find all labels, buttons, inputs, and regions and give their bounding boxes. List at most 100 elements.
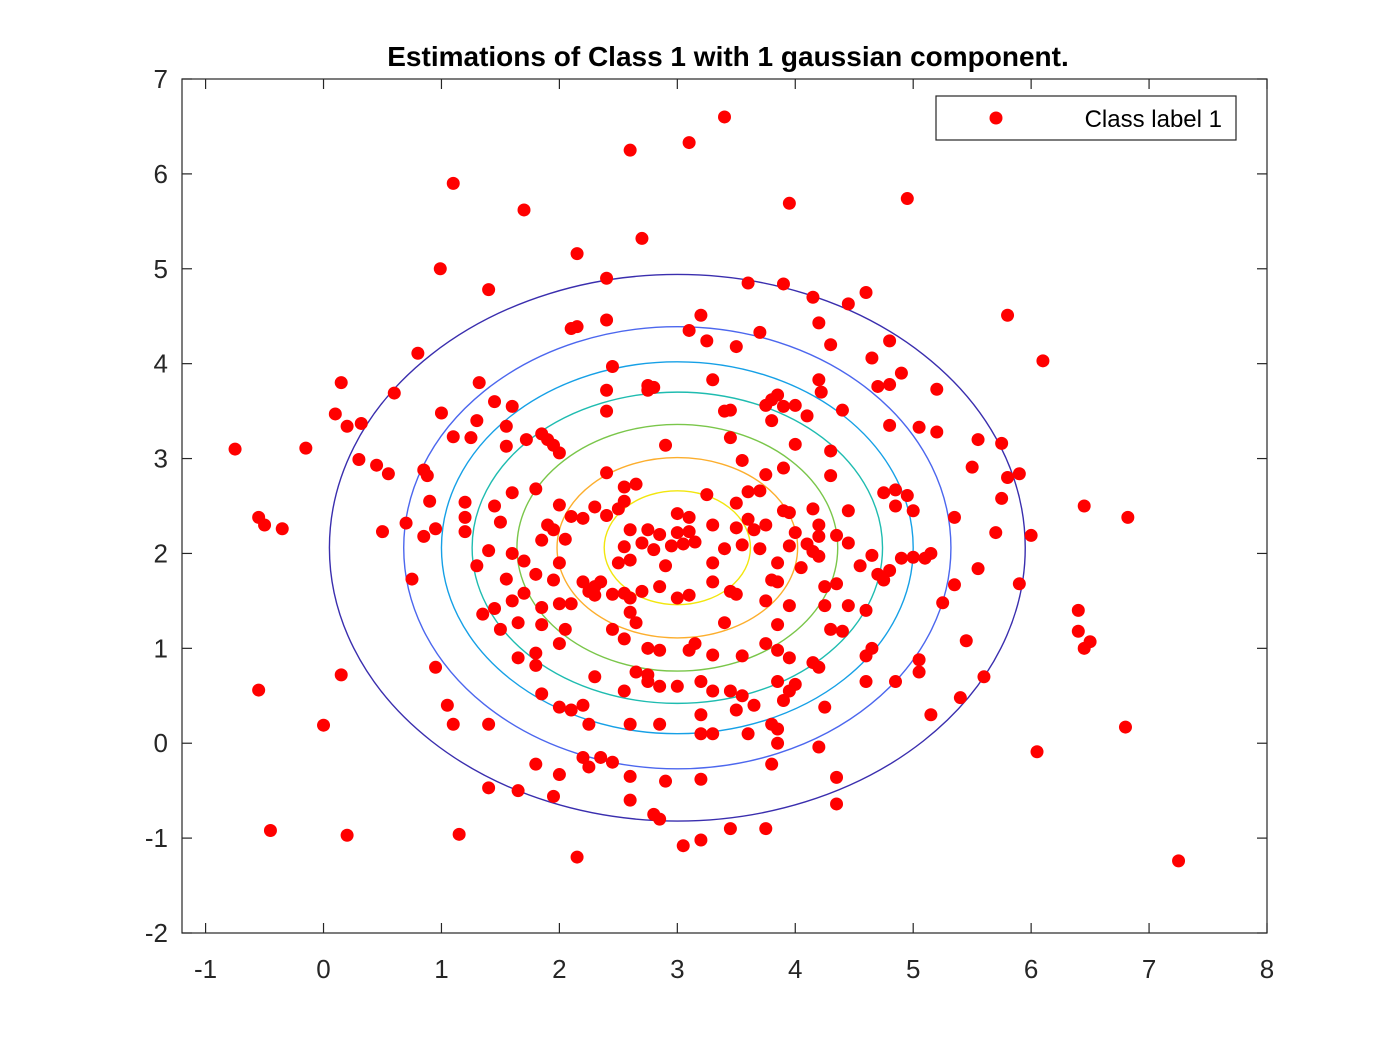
data-point [623,143,637,157]
data-point [1118,720,1132,734]
data-point [682,136,696,150]
data-point [258,518,272,532]
data-point [877,573,891,587]
data-point [971,433,985,447]
data-point [706,518,720,532]
data-point [552,637,566,651]
data-point [600,313,614,327]
data-point [546,523,560,537]
data-point [458,525,472,539]
data-point [794,561,808,575]
data-point [623,717,637,731]
data-point [517,203,531,217]
data-point [718,542,731,556]
data-point [776,277,790,291]
data-point [1077,499,1091,513]
data-point [505,594,519,608]
data-point [499,419,513,433]
data-point [959,634,973,648]
data-point [747,523,761,537]
data-point [859,286,873,299]
data-point [659,438,673,452]
data-point [735,453,749,467]
data-point [771,675,785,689]
data-point [488,395,502,409]
x-tick-label: 5 [906,954,920,984]
data-point [664,539,678,553]
data-point [759,468,773,482]
y-tick-label: 6 [154,159,168,189]
data-point [824,338,838,352]
data-point [759,398,773,412]
data-point [694,708,708,722]
data-point [900,192,914,206]
data-point [635,584,649,598]
x-axis: -1 0 1 2 3 4 5 6 7 8 [194,79,1274,984]
data-point [476,607,490,621]
data-point [605,755,619,769]
data-point [600,271,614,285]
y-tick-label: 5 [154,254,168,284]
data-point [617,684,631,698]
data-point [782,539,796,553]
y-tick-label: 7 [154,64,168,94]
data-point [883,334,897,348]
data-point [617,540,631,554]
data-point [1172,854,1186,868]
data-point [499,572,513,586]
data-point [446,176,460,190]
data-point [317,718,331,732]
data-point [765,414,779,428]
data-point [446,430,460,444]
data-point [924,708,938,722]
data-point [370,458,384,472]
data-point [706,373,720,387]
data-point [782,599,796,613]
data-point [470,559,484,573]
data-point [824,444,838,458]
data-point [653,717,667,731]
data-point [535,618,549,632]
data-point [706,727,720,741]
gaussian-contours [328,273,1026,822]
data-point [818,599,832,613]
data-point [776,399,790,413]
data-point [529,757,543,771]
data-point [788,677,802,691]
data-point [723,684,737,698]
data-point [617,632,631,646]
data-point [594,750,608,764]
data-point [782,196,796,210]
data-point [971,562,985,576]
data-point [688,535,702,549]
data-point [753,542,767,556]
data-point [889,499,903,513]
data-point [511,616,525,630]
data-point [458,495,472,509]
data-point [552,768,566,782]
data-point [930,382,944,396]
data-point [771,556,785,570]
data-point [806,502,820,516]
data-point [947,578,961,592]
data-point [493,515,507,529]
data-point [841,504,855,518]
data-point [706,575,720,589]
data-point [611,556,625,570]
data-point [694,772,708,786]
x-tick-label: 7 [1142,954,1156,984]
data-point [623,553,637,567]
data-point [771,722,785,736]
data-point [771,736,785,750]
data-point [647,543,661,557]
data-point [894,551,908,565]
data-point [688,637,702,651]
y-tick-label: 4 [154,349,168,379]
data-point [564,703,578,717]
data-point [472,376,486,390]
data-point [564,509,578,523]
data-point [859,603,873,617]
data-point [670,526,684,540]
data-point [841,297,855,311]
y-tick-label: 3 [154,444,168,474]
